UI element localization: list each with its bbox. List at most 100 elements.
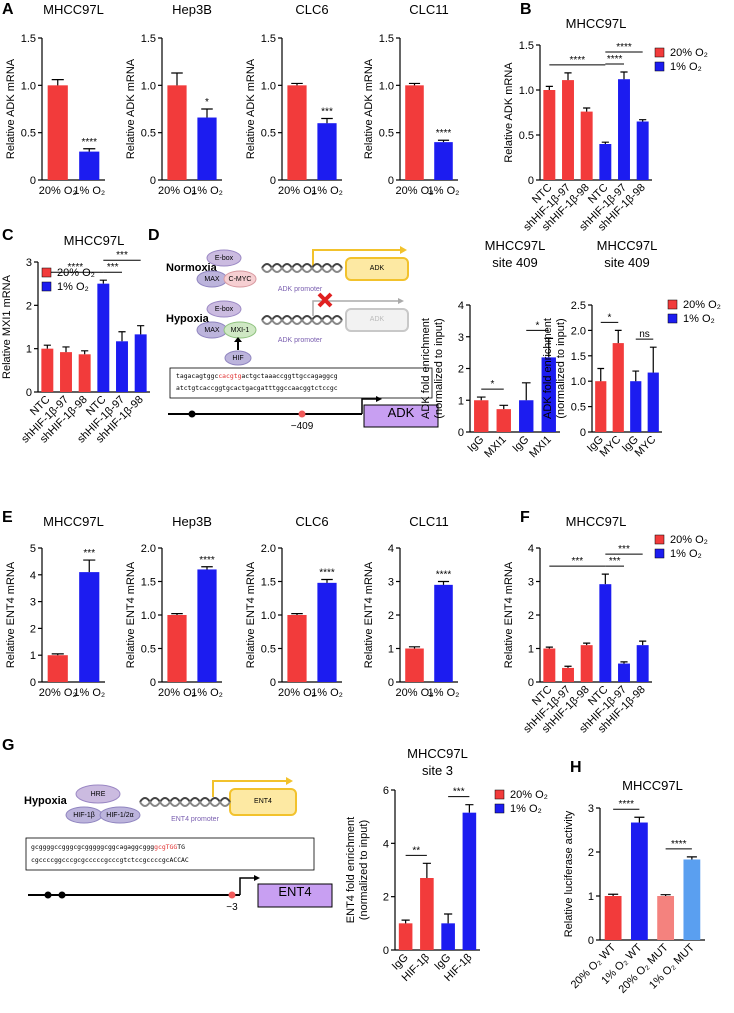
bar xyxy=(496,409,511,432)
y-tick-label: 1 xyxy=(26,344,32,356)
error-bar xyxy=(597,367,605,382)
bar xyxy=(197,117,217,180)
bar xyxy=(618,79,630,180)
chart-title: MHCC97L xyxy=(597,238,658,253)
error-bar xyxy=(639,640,647,646)
site-dot xyxy=(58,891,66,899)
bar xyxy=(580,645,593,682)
significance-label: **** xyxy=(570,55,586,66)
significance-label: **** xyxy=(199,555,215,566)
bar xyxy=(562,80,574,180)
bar xyxy=(599,584,612,682)
y-tick-label: 0 xyxy=(388,175,394,187)
significance-label: *** xyxy=(453,787,465,798)
protein-label: HIF xyxy=(232,355,243,362)
y-tick-label: 0.5 xyxy=(141,128,156,140)
y-tick-label: 1.5 xyxy=(379,33,394,45)
bar xyxy=(683,859,701,940)
legend-swatch xyxy=(654,61,665,72)
sequence-motif: gcgTGG xyxy=(154,843,177,851)
chart-title: CLC6 xyxy=(295,2,328,17)
bar xyxy=(79,151,100,180)
x-tick-label: 1% O₂ xyxy=(311,185,343,197)
x-tick-label: MXI1 xyxy=(527,434,554,461)
sequence-line: tagacagtggccacgtgactgctaaaccggttgccagagg… xyxy=(176,372,338,380)
y-tick-label: 0 xyxy=(270,677,276,689)
bar xyxy=(441,923,455,950)
significance-label: **** xyxy=(436,570,452,581)
error-bar xyxy=(583,107,591,112)
site-dot xyxy=(44,891,52,899)
y-tick-label: 0 xyxy=(26,387,32,399)
error-bar xyxy=(62,346,70,353)
condition-label: Hypoxia xyxy=(166,313,210,325)
significance-label: *** xyxy=(609,556,621,567)
gene-label: ADK xyxy=(370,265,385,272)
y-tick-label: 0.5 xyxy=(141,644,156,656)
y-tick-label: 1.5 xyxy=(571,351,586,363)
y-tick-label: 1.0 xyxy=(261,80,276,92)
y-tick-label: 1.5 xyxy=(261,33,276,45)
error-bar xyxy=(321,578,333,583)
chart-title: MHCC97L xyxy=(566,514,627,529)
error-bar xyxy=(291,613,303,615)
error-bar xyxy=(118,331,126,342)
y-tick-label: 0 xyxy=(383,945,389,957)
protein-label: E-box xyxy=(215,306,234,313)
x-tick-label: 1% O₂ xyxy=(73,687,105,699)
sequence-motif: cacgtg xyxy=(218,372,241,380)
legend-swatch xyxy=(654,534,665,545)
chart-title: MHCC97L xyxy=(64,233,125,248)
bar xyxy=(604,896,622,940)
chart-title: CLC11 xyxy=(409,2,449,17)
legend-label: 20% O₂ xyxy=(510,789,548,801)
y-tick-label: 4 xyxy=(383,838,389,850)
bar xyxy=(519,400,534,432)
x-tick-label: 20% O₂ xyxy=(39,185,77,197)
promoter-label: ADK promoter xyxy=(278,286,323,293)
dna-helix xyxy=(139,797,231,804)
sequence: TG xyxy=(177,843,185,851)
legend-label: 20% O₂ xyxy=(57,267,95,279)
error-bar xyxy=(544,337,554,358)
error-bar xyxy=(444,913,453,924)
error-bar xyxy=(620,661,628,664)
bar xyxy=(630,822,648,940)
diagram-g: Hypoxia HRE HIF-1β HIF-1/2α ENT4 promote… xyxy=(24,777,333,913)
chart-title: Hep3B xyxy=(172,514,212,529)
error-bar xyxy=(43,344,51,349)
y-tick-label: 1.5 xyxy=(261,577,276,589)
gene-label: ENT4 xyxy=(254,798,272,805)
protein xyxy=(223,321,257,339)
chart-title: MHCC97L xyxy=(43,2,104,17)
error-bar xyxy=(321,117,333,124)
bar xyxy=(541,357,556,432)
bar xyxy=(434,584,453,682)
error-bar xyxy=(201,566,213,570)
bar xyxy=(543,90,556,180)
arrow xyxy=(212,780,286,797)
error-bar xyxy=(614,329,622,344)
error-bar xyxy=(608,893,619,896)
y-tick-label: 2 xyxy=(383,892,389,904)
bar xyxy=(116,341,128,392)
y-axis-label: ADK fold enrichment xyxy=(420,318,432,419)
dna-helix xyxy=(261,266,343,273)
significance-label: **** xyxy=(616,42,632,53)
sequence-line: atctgtcaccggtgcactgacgatttggccaacggtctcc… xyxy=(176,384,338,392)
bar xyxy=(97,283,110,392)
y-tick-label: 3 xyxy=(30,597,36,609)
gene-label: ENT4 xyxy=(278,884,311,899)
sequence-box xyxy=(169,367,433,399)
y-tick-label: 0 xyxy=(388,677,394,689)
y-tick-label: 3 xyxy=(26,257,32,269)
bar xyxy=(79,572,100,682)
protein xyxy=(206,249,242,267)
panel-label: B xyxy=(520,1,532,18)
y-axis-label: Relative ENT4 mRNA xyxy=(503,561,515,668)
diagram-d: Normoxia E-box MAX C-MYC ADK promoter AD… xyxy=(166,246,439,432)
y-tick-label: 0 xyxy=(270,175,276,187)
gene-box xyxy=(257,883,333,908)
legend-label: 1% O₂ xyxy=(670,61,702,73)
legend-label: 1% O₂ xyxy=(57,281,89,293)
